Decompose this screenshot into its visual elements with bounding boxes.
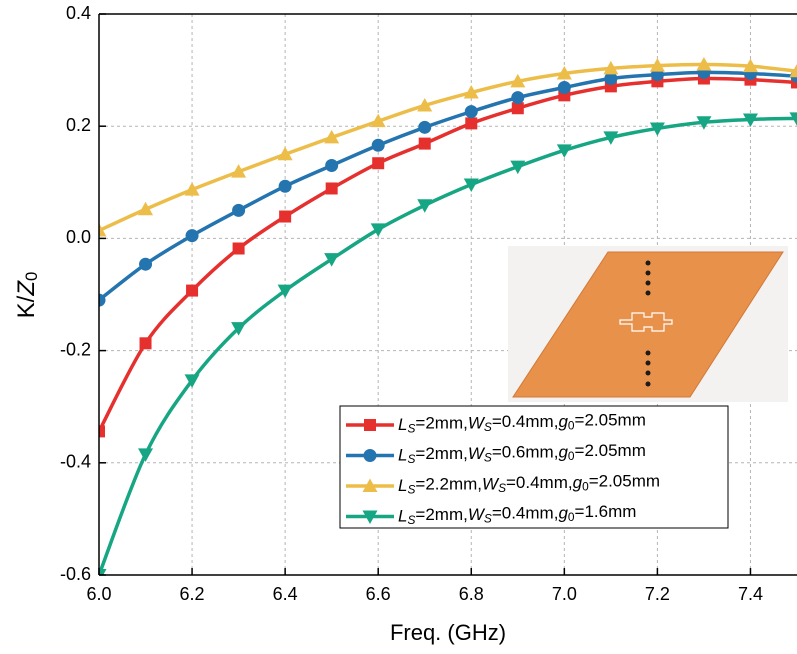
marker: [418, 137, 431, 150]
y-tick-label: 0.2: [66, 115, 91, 135]
marker: [139, 257, 153, 271]
marker: [372, 157, 385, 170]
legend-label: LS​=2mm,WS​=0.6mm,g0​=2.05mm: [398, 441, 646, 466]
marker: [696, 116, 712, 130]
marker: [99, 569, 107, 575]
marker: [464, 105, 478, 119]
marker: [370, 113, 386, 128]
marker: [463, 178, 479, 193]
legend-marker: [364, 419, 376, 431]
y-tick-label: -0.6: [60, 564, 91, 584]
marker: [279, 210, 292, 223]
marker: [511, 91, 525, 105]
marker: [510, 73, 526, 88]
legend-marker: [363, 449, 377, 462]
marker: [232, 203, 246, 217]
marker: [649, 58, 665, 72]
marker: [324, 253, 340, 267]
marker: [231, 322, 247, 336]
series-line: [99, 70, 797, 302]
x-tick-label: 7.4: [738, 584, 763, 604]
x-tick-label: 6.6: [366, 584, 391, 604]
y-axis-label: K/Z0​: [13, 272, 41, 319]
marker: [742, 58, 758, 73]
marker: [742, 113, 758, 127]
x-tick-label: 6.2: [180, 584, 205, 604]
marker: [184, 182, 200, 196]
marker: [138, 448, 154, 462]
y-tick-label: -0.2: [60, 339, 91, 359]
x-tick-label: 6.4: [273, 584, 298, 604]
marker: [370, 223, 386, 237]
marker: [789, 63, 797, 78]
marker: [789, 112, 797, 126]
inset-image: [508, 246, 788, 402]
marker: [510, 160, 526, 175]
marker: [696, 56, 712, 71]
marker: [185, 229, 199, 243]
x-tick-label: 7.2: [645, 584, 670, 604]
marker: [556, 144, 572, 158]
x-axis-label: Freq. (GHz): [390, 620, 506, 645]
marker: [231, 164, 247, 178]
y-tick-label: -0.4: [60, 452, 91, 472]
legend-label: LS​=2.2mm,WS​=0.4mm,g0​=2.05mm: [398, 472, 660, 497]
marker: [465, 117, 478, 130]
marker: [277, 284, 293, 299]
marker: [649, 122, 665, 136]
marker: [139, 337, 152, 350]
marker: [325, 182, 338, 195]
marker: [277, 146, 293, 161]
y-tick-label: 0.4: [66, 3, 91, 23]
x-tick-label: 6.8: [459, 584, 484, 604]
marker: [99, 223, 107, 237]
marker: [371, 138, 385, 152]
legend: [339, 405, 729, 529]
marker: [417, 199, 433, 213]
legend-label: LS​=2mm,WS​=0.4mm,g0​=1.6mm: [398, 502, 636, 527]
legend-label: LS​=2mm,WS​=0.4mm,g0​=2.05mm: [398, 411, 646, 436]
legend-marker: [362, 478, 378, 492]
x-tick-label: 6.0: [86, 584, 111, 604]
marker: [232, 242, 245, 255]
series-line: [99, 62, 797, 233]
marker: [418, 120, 432, 134]
marker: [186, 284, 199, 297]
marker: [557, 80, 571, 94]
marker: [603, 60, 619, 75]
marker: [791, 76, 797, 89]
marker: [417, 97, 433, 112]
marker: [604, 72, 618, 86]
marker: [324, 129, 340, 144]
marker: [511, 102, 524, 115]
marker: [325, 158, 339, 172]
marker: [463, 85, 479, 99]
marker: [278, 179, 292, 193]
marker: [556, 65, 572, 80]
series-line: [99, 76, 797, 433]
marker: [99, 425, 105, 438]
legend-marker: [362, 510, 378, 524]
marker: [603, 131, 619, 145]
marker: [184, 374, 200, 388]
y-tick-label: 0.0: [66, 227, 91, 247]
marker: [138, 201, 154, 216]
marker: [99, 293, 106, 307]
x-tick-label: 7.0: [552, 584, 577, 604]
